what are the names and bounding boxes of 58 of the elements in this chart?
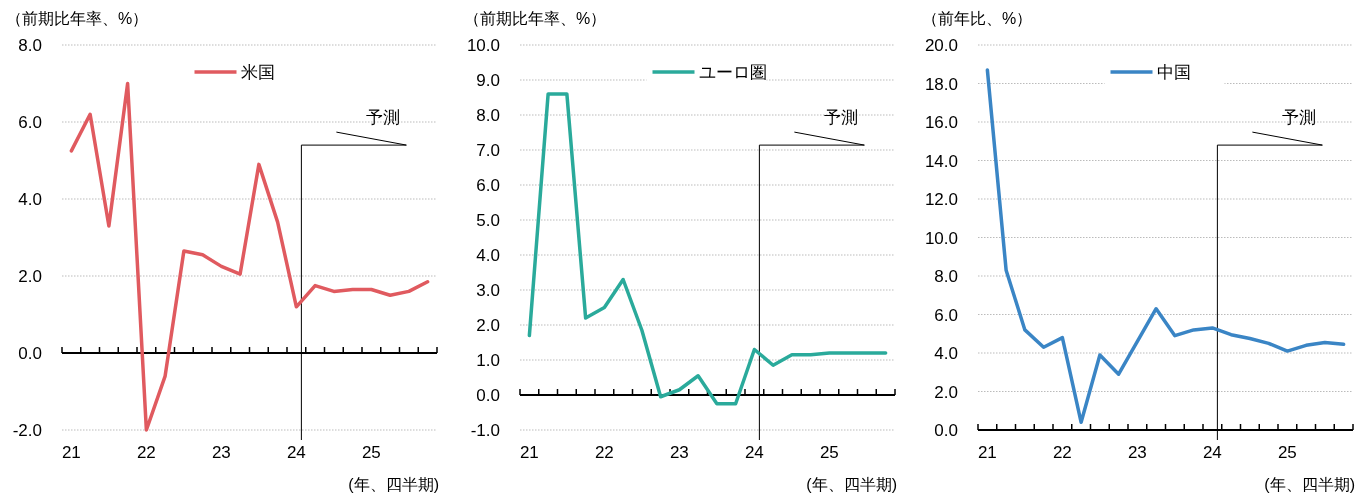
y-tick-label: 8.0 (934, 267, 958, 286)
ref-line-label: 予測 (824, 108, 859, 128)
line-series (69, 81, 430, 432)
x-tick-label: 22 (594, 443, 614, 462)
x-tick-label: 25 (1277, 443, 1297, 462)
y-tick-label: 5.0 (476, 211, 500, 230)
x-tick-label: 25 (361, 443, 381, 462)
y-tick-label: 0.0 (934, 421, 958, 440)
y-tick-label: 10.0 (466, 36, 500, 55)
y-tick-label: 18.0 (924, 74, 958, 94)
y-tick-label: 16.0 (924, 113, 958, 132)
y-tick-label: 14.0 (924, 151, 958, 171)
ref-line-label: 予測 (1282, 108, 1317, 128)
ref-line-label: 予測 (366, 108, 401, 128)
y-tick-label: 4.0 (476, 246, 500, 265)
legend-label: 中国 (1156, 63, 1191, 82)
line-series (527, 92, 888, 406)
y-tick-label: 7.0 (476, 141, 500, 160)
legend-label: ユーロ圏 (698, 63, 767, 82)
x-tick-label: 23 (1127, 443, 1147, 462)
y-tick-label: 0.0 (476, 386, 500, 405)
y-tick-label: 6.0 (18, 113, 42, 132)
x-tick-label: 23 (669, 443, 689, 462)
x-axis-title: (年、四半期) (1264, 476, 1355, 493)
y-tick-label: 20.0 (924, 36, 958, 55)
x-tick-label: 22 (1052, 443, 1072, 462)
y-tick-label: 6.0 (476, 176, 500, 195)
x-tick-label: 21 (519, 443, 539, 462)
x-tick-label: 23 (211, 443, 231, 462)
x-tick-label: 24 (744, 443, 764, 462)
x-axis-title: (年、四半期) (348, 476, 439, 493)
y-tick-label: 6.0 (934, 305, 958, 325)
y-tick-label: 3.0 (476, 281, 500, 300)
x-axis-title: (年、四半期) (806, 476, 897, 493)
y-tick-label: 12.0 (924, 190, 958, 209)
y-tick-label: -1.0 (470, 421, 500, 440)
y-tick-label: 0.0 (18, 344, 42, 363)
y-tick-label: 8.0 (18, 36, 42, 55)
x-tick-label: 21 (977, 443, 997, 462)
x-tick-label: 21 (61, 443, 81, 462)
x-tick-label: 24 (286, 443, 306, 462)
y-tick-label: 1.0 (476, 351, 500, 370)
x-tick-label: 22 (136, 443, 156, 462)
y-tick-label: 10.0 (924, 228, 958, 248)
legend-label: 米国 (240, 63, 275, 82)
y-tick-label: 9.0 (476, 71, 500, 90)
y-tick-label: 4.0 (18, 190, 42, 209)
y-tick-label: 2.0 (476, 316, 500, 335)
y-tick-label: 4.0 (934, 344, 958, 363)
y-axis-title: （前年比、%） (922, 10, 1033, 27)
y-axis-title: （前期比年率、%） (6, 10, 149, 27)
y-tick-label: 2.0 (934, 382, 958, 402)
y-axis-title: （前期比年率、%） (464, 10, 607, 27)
y-tick-label: -2.0 (12, 421, 42, 440)
x-tick-label: 25 (819, 443, 839, 462)
x-tick-label: 24 (1202, 443, 1222, 462)
y-tick-label: 8.0 (476, 106, 500, 125)
y-tick-label: 2.0 (18, 267, 42, 286)
